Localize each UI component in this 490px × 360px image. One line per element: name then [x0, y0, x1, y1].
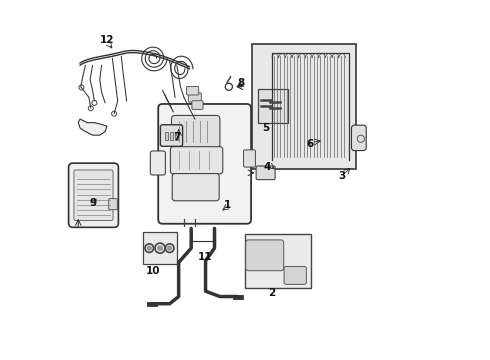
Text: 6: 6 [306, 139, 313, 149]
Text: 12: 12 [99, 35, 114, 45]
FancyBboxPatch shape [150, 151, 166, 175]
FancyBboxPatch shape [74, 170, 113, 221]
Text: 4: 4 [264, 162, 271, 172]
Text: 3: 3 [338, 171, 345, 181]
FancyBboxPatch shape [245, 240, 284, 271]
Bar [258, 89, 288, 123]
Polygon shape [78, 119, 107, 135]
Text: 11: 11 [198, 252, 213, 262]
FancyBboxPatch shape [187, 86, 199, 95]
FancyBboxPatch shape [158, 104, 251, 224]
Circle shape [147, 246, 151, 250]
FancyBboxPatch shape [188, 93, 201, 102]
FancyBboxPatch shape [160, 125, 183, 146]
Bar [165, 132, 168, 140]
Circle shape [158, 246, 162, 251]
FancyBboxPatch shape [244, 150, 255, 167]
Text: 8: 8 [238, 78, 245, 88]
Text: 10: 10 [147, 266, 161, 276]
FancyBboxPatch shape [69, 163, 119, 227]
Bar [170, 132, 173, 140]
FancyBboxPatch shape [192, 101, 203, 109]
Bar [175, 132, 177, 140]
FancyBboxPatch shape [284, 266, 306, 284]
Text: 7: 7 [173, 132, 180, 142]
Bar [252, 44, 356, 169]
Text: 2: 2 [268, 288, 275, 298]
Text: 1: 1 [223, 200, 231, 210]
FancyBboxPatch shape [109, 199, 117, 210]
FancyBboxPatch shape [256, 166, 275, 180]
FancyBboxPatch shape [171, 147, 223, 174]
Text: 9: 9 [89, 198, 96, 208]
Bar [245, 234, 311, 288]
Circle shape [168, 246, 172, 250]
Bar [143, 232, 177, 264]
Text: 5: 5 [262, 123, 270, 133]
FancyBboxPatch shape [172, 174, 219, 201]
FancyBboxPatch shape [172, 116, 220, 148]
FancyBboxPatch shape [351, 125, 366, 150]
